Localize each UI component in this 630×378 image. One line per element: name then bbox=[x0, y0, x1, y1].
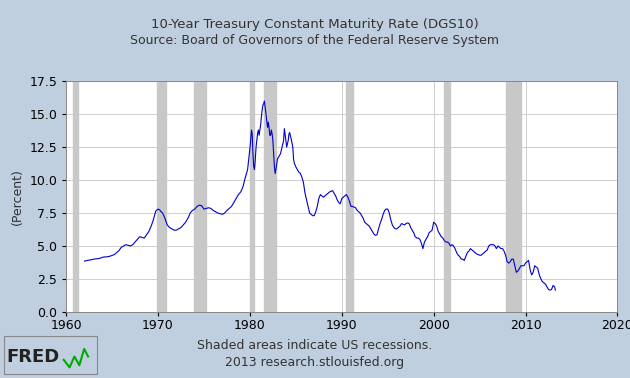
Bar bbox=[158, 81, 166, 312]
Bar bbox=[264, 81, 276, 312]
Bar bbox=[346, 81, 353, 312]
Bar bbox=[250, 81, 255, 312]
Text: FRED: FRED bbox=[6, 347, 59, 366]
Y-axis label: (Percent): (Percent) bbox=[11, 168, 24, 225]
Text: Shaded areas indicate US recessions.: Shaded areas indicate US recessions. bbox=[197, 339, 433, 352]
Text: Source: Board of Governors of the Federal Reserve System: Source: Board of Governors of the Federa… bbox=[130, 34, 500, 47]
Text: 10-Year Treasury Constant Maturity Rate (DGS10): 10-Year Treasury Constant Maturity Rate … bbox=[151, 18, 479, 31]
Bar bbox=[444, 81, 450, 312]
Text: 2013 research.stlouisfed.org: 2013 research.stlouisfed.org bbox=[226, 356, 404, 369]
Bar bbox=[73, 81, 77, 312]
Bar bbox=[194, 81, 205, 312]
Bar bbox=[507, 81, 521, 312]
